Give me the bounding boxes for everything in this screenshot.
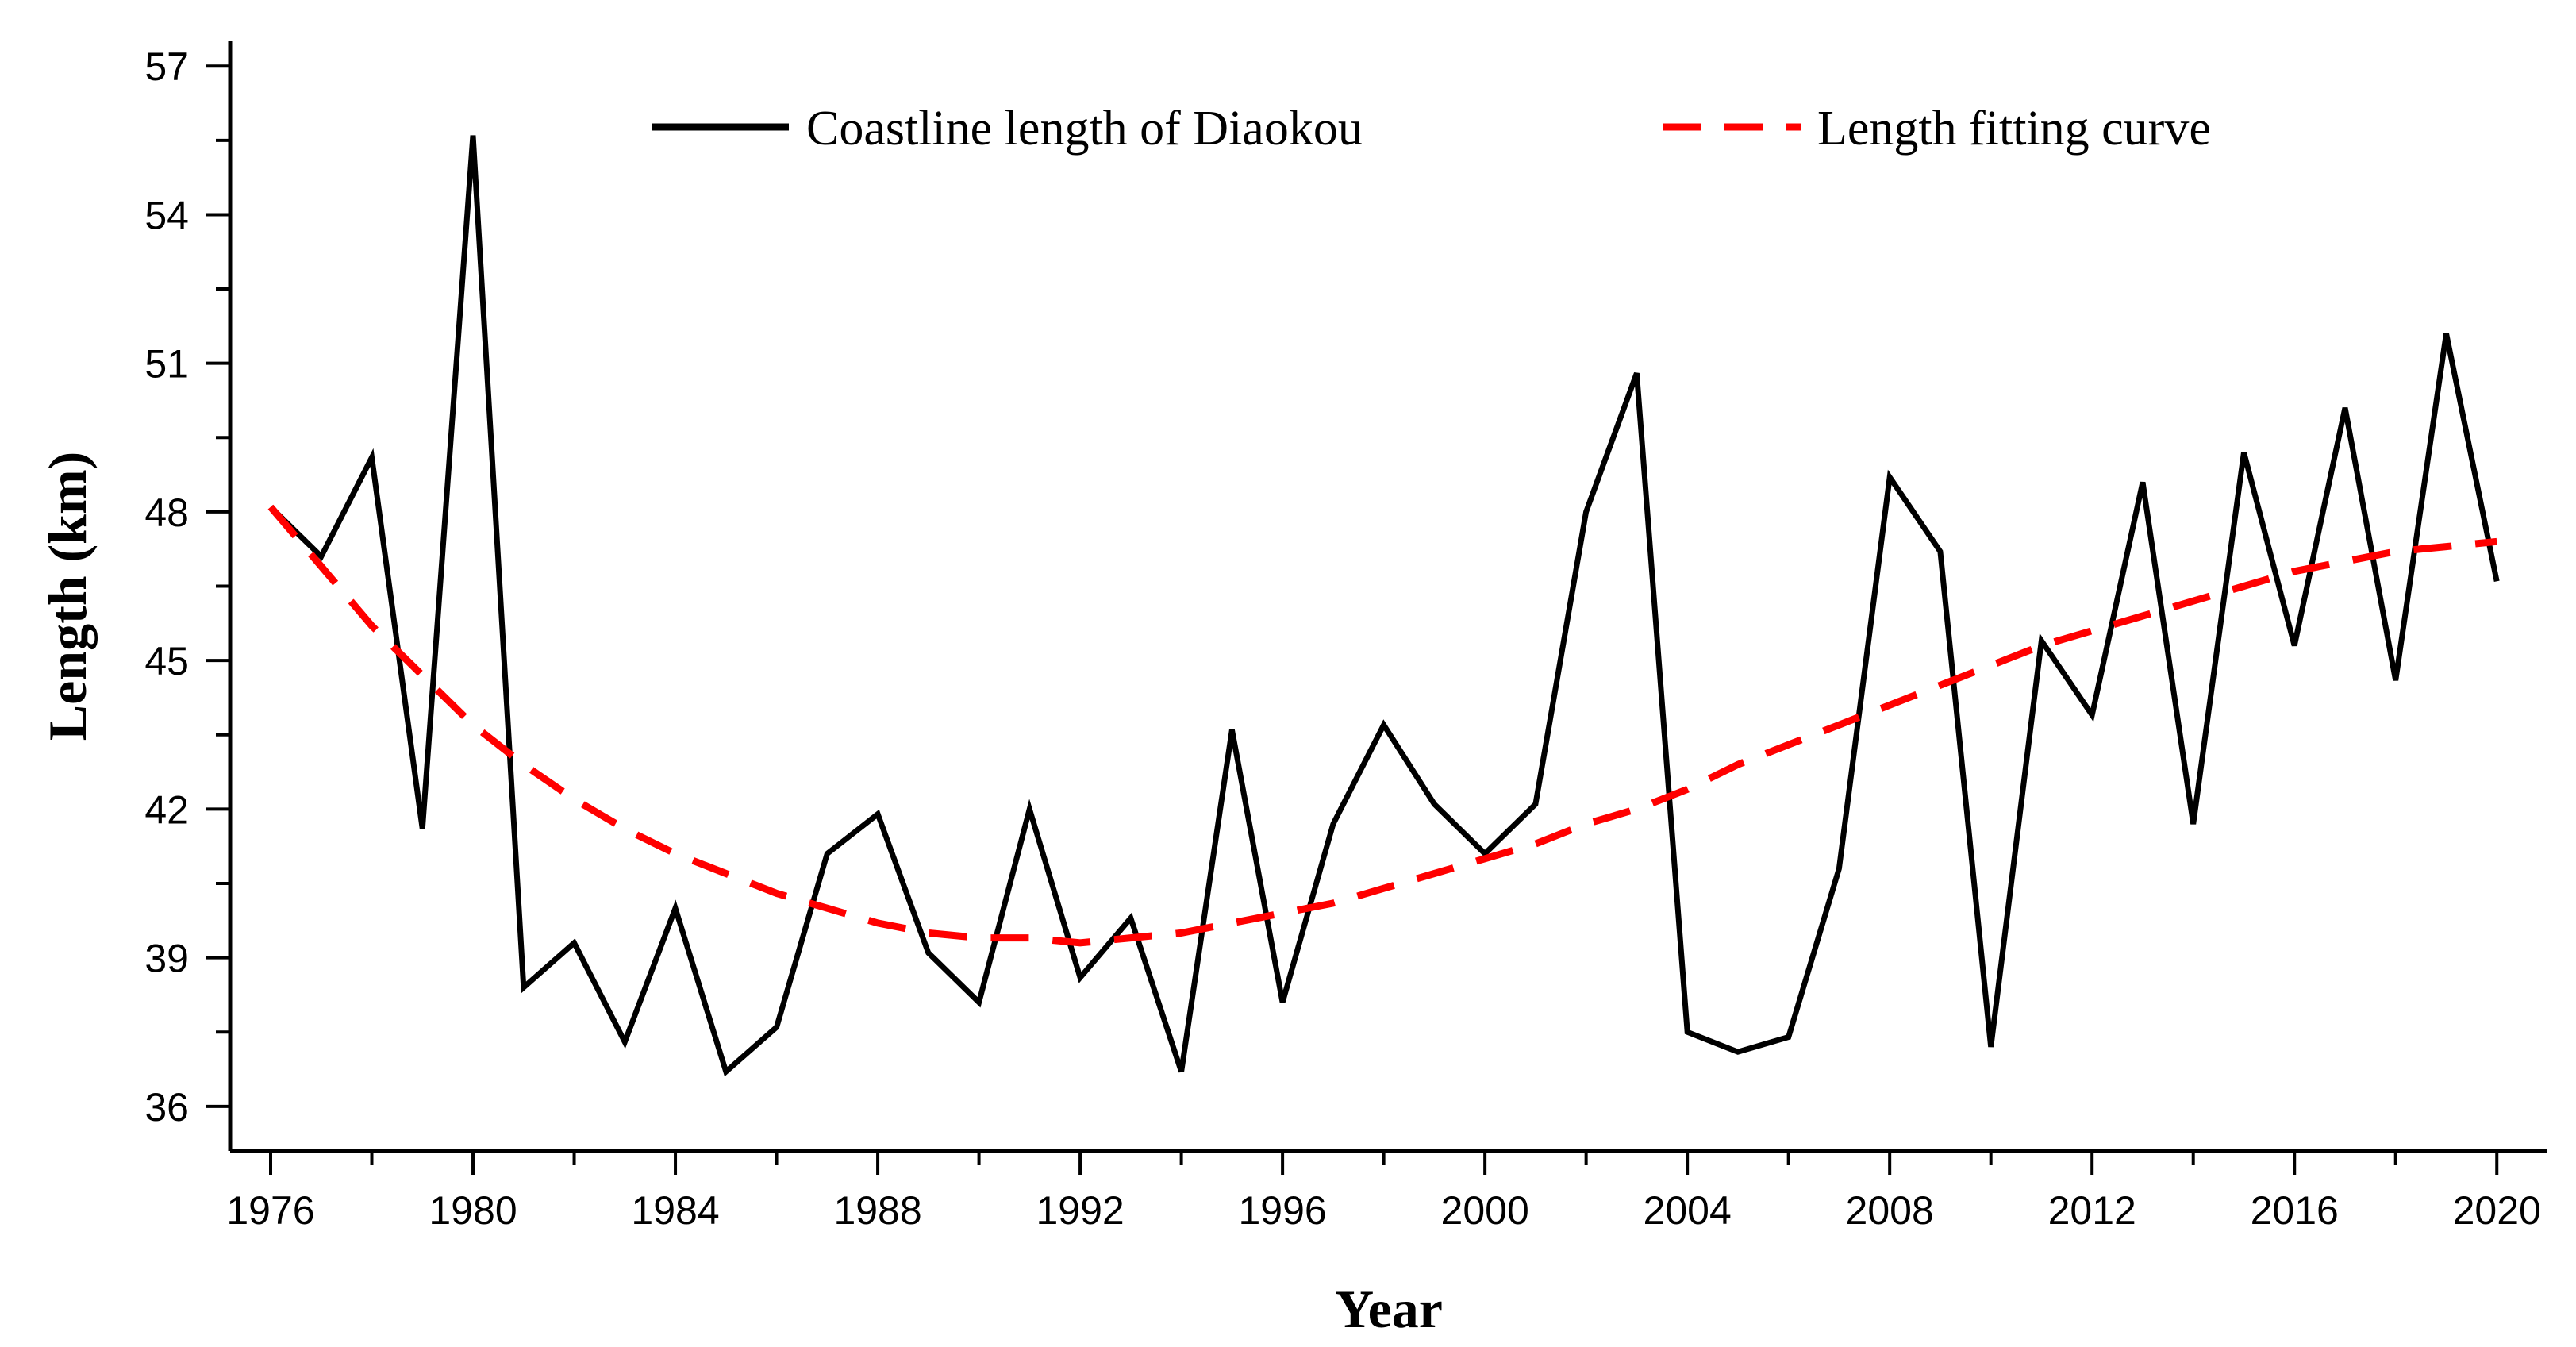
- x-tick-label: 1988: [833, 1188, 921, 1233]
- y-tick-label: 39: [144, 937, 189, 981]
- y-tick-label: 54: [144, 193, 189, 237]
- x-tick-label: 1992: [1036, 1188, 1124, 1233]
- series-fitting-curve-line: [267, 504, 2497, 947]
- x-tick-label: 2012: [2048, 1188, 2136, 1233]
- legend-label-fit: Length fitting curve: [1817, 102, 2211, 156]
- series-coastline-length-line: [268, 135, 2500, 1077]
- x-tick-label: 2020: [2453, 1188, 2541, 1233]
- y-tick-label: 48: [144, 491, 189, 535]
- x-tick-label: 2004: [1644, 1188, 1732, 1233]
- y-axis-title: Length (km): [37, 452, 98, 741]
- x-tick-label: 2000: [1441, 1188, 1529, 1233]
- y-tick-label: 36: [144, 1085, 189, 1130]
- y-tick-label: 57: [144, 44, 189, 89]
- y-tick-label: 42: [144, 787, 189, 832]
- legend-label-coastline: Coastline length of Diaokou: [806, 102, 1363, 156]
- x-tick-label: 1984: [631, 1188, 719, 1233]
- x-tick-label: 2008: [1846, 1188, 1934, 1233]
- x-tick-label: 1976: [226, 1188, 314, 1233]
- y-tick-label: 51: [144, 342, 189, 387]
- x-ticks: 1976 1980 1984 1988 1992 1996 2000 2004 2008 2012…: [226, 1151, 2541, 1233]
- y-ticks: 36 39 42 45 48 51 54 57: [144, 44, 230, 1130]
- x-tick-label: 1980: [429, 1188, 517, 1233]
- x-tick-label: 1996: [1238, 1188, 1326, 1233]
- y-tick-label: 45: [144, 639, 189, 683]
- legend: Coastline length of Diaokou Length fitti…: [652, 102, 2211, 156]
- x-tick-label: 2016: [2251, 1188, 2339, 1233]
- x-axis-title: Year: [1335, 1279, 1443, 1339]
- series-layer: [267, 135, 2500, 1077]
